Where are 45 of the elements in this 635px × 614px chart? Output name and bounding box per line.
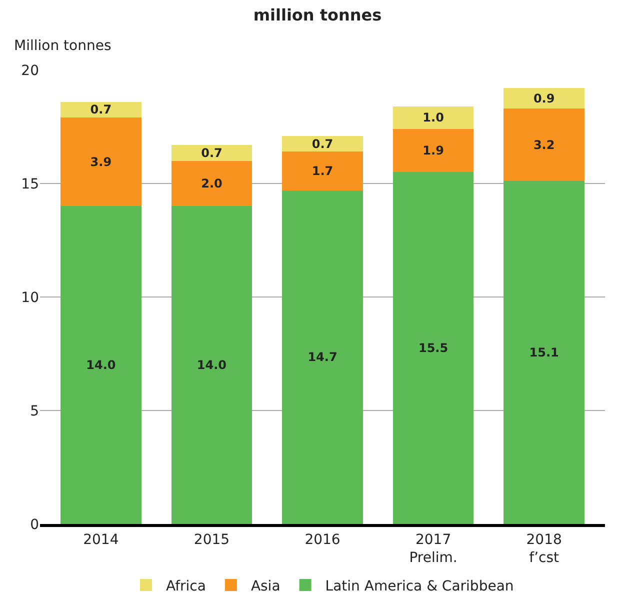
bar xyxy=(171,206,252,524)
bar xyxy=(282,152,363,190)
y-tick-label: 10 xyxy=(21,290,39,306)
bar xyxy=(504,108,584,182)
bar xyxy=(504,88,584,109)
legend-label: Latin America & Caribbean xyxy=(325,578,514,594)
data-label: 3.9 xyxy=(90,154,112,169)
bar xyxy=(392,129,474,172)
data-label: 0.7 xyxy=(201,146,222,160)
bar xyxy=(282,190,363,524)
bar xyxy=(60,118,142,206)
legend-label: Africa xyxy=(166,578,206,594)
data-label: 1.0 xyxy=(422,110,444,125)
data-label: 2.0 xyxy=(201,176,222,190)
bar xyxy=(60,102,142,118)
data-label: 0.9 xyxy=(533,91,555,106)
data-label: 0.7 xyxy=(90,102,112,117)
x-tick-label: 2015 xyxy=(194,532,230,548)
data-label: 14.7 xyxy=(308,350,338,364)
bar xyxy=(171,160,252,206)
bar xyxy=(504,181,584,524)
bar xyxy=(392,106,474,130)
data-label: 0.7 xyxy=(312,136,334,151)
y-axis-title: Million tonnes xyxy=(14,38,112,54)
bar xyxy=(392,172,474,524)
data-label: 14.0 xyxy=(196,358,227,372)
y-tick-label: 5 xyxy=(30,403,39,420)
chart-title: million tonnes xyxy=(253,5,382,24)
data-label: 14.0 xyxy=(86,358,116,372)
x-tick-label: 2016 xyxy=(304,532,340,548)
x-tick-label: 2017 Prelim. xyxy=(409,532,458,566)
y-tick-label: 0 xyxy=(30,516,39,533)
bar xyxy=(60,206,142,524)
data-label: 3.2 xyxy=(533,138,555,152)
bar xyxy=(282,136,363,152)
y-tick-label: 15 xyxy=(21,176,39,192)
data-label: 1.9 xyxy=(422,144,444,158)
y-tick-label: 20 xyxy=(21,62,39,79)
legend-label: Asia xyxy=(250,578,280,594)
data-label: 1.7 xyxy=(312,164,334,178)
data-label: 15.5 xyxy=(418,341,448,356)
x-tick-label: 2018 f’cst xyxy=(526,532,562,566)
x-tick-label: 2014 xyxy=(83,532,119,548)
bar xyxy=(171,144,252,161)
data-label: 15.1 xyxy=(529,346,559,360)
